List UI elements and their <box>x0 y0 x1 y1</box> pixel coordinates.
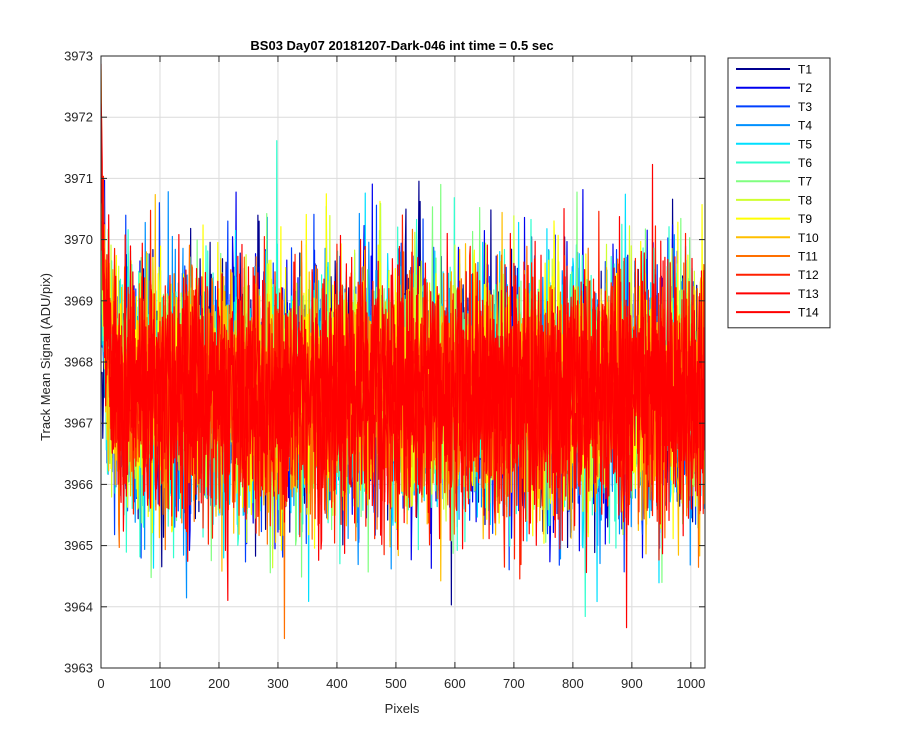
x-axis-label: Pixels <box>385 701 420 716</box>
y-tick-label: 3967 <box>64 416 93 431</box>
plot-area: 0 100 200 300 400 500 600 700 800 900 1000 3963 3964… <box>64 49 706 691</box>
legend-box <box>727 57 831 329</box>
y-tick-label: 3971 <box>64 171 93 186</box>
x-tick-label: 800 <box>562 676 584 691</box>
legend-label-t1: T1 <box>798 63 812 77</box>
y-tick-label: 3973 <box>64 49 93 64</box>
series-lines <box>101 63 705 640</box>
y-tick-label: 3963 <box>64 661 93 676</box>
y-tick-label: 3966 <box>64 477 93 492</box>
legend-label-t7: T7 <box>798 175 812 189</box>
y-tick-label: 3972 <box>64 110 93 125</box>
legend-label-t14: T14 <box>798 306 819 320</box>
x-tick-label: 500 <box>385 676 407 691</box>
legend-label-t10: T10 <box>798 231 819 245</box>
legend-label-t9: T9 <box>798 212 812 226</box>
legend-label-t6: T6 <box>798 156 812 170</box>
x-tick-label: 400 <box>326 676 348 691</box>
x-tick-label: 300 <box>267 676 289 691</box>
x-tick-label: 900 <box>621 676 643 691</box>
legend-label-t13: T13 <box>798 287 819 301</box>
y-tick-label: 3969 <box>64 293 93 308</box>
chart-title: BS03 Day07 20181207-Dark-046 int time = … <box>250 38 553 53</box>
y-tick-label: 3970 <box>64 232 93 247</box>
x-tick-label: 100 <box>149 676 171 691</box>
legend-label-t8: T8 <box>798 193 812 207</box>
y-tick-label: 3965 <box>64 538 93 553</box>
legend-label-t2: T2 <box>798 81 812 95</box>
x-tick-label: 600 <box>444 676 466 691</box>
legend-label-t11: T11 <box>798 250 818 264</box>
legend: T1 T2 T3 T4 T5 T6 T7 T8 T9 T10 T11 T12 T13 T14 <box>727 57 831 329</box>
legend-label-t4: T4 <box>798 119 812 133</box>
x-tick-label: 1000 <box>676 676 705 691</box>
legend-label-t3: T3 <box>798 100 812 114</box>
legend-label-t12: T12 <box>798 268 819 282</box>
y-axis-label: Track Mean Signal (ADU/pix) <box>38 273 53 441</box>
y-tick-label: 3964 <box>64 599 93 614</box>
series-line-t14 <box>101 171 705 629</box>
legend-label-t5: T5 <box>798 137 812 151</box>
x-tick-label: 700 <box>503 676 525 691</box>
y-tick-label: 3968 <box>64 355 93 370</box>
x-tick-label: 200 <box>208 676 230 691</box>
x-tick-label: 0 <box>97 676 104 691</box>
